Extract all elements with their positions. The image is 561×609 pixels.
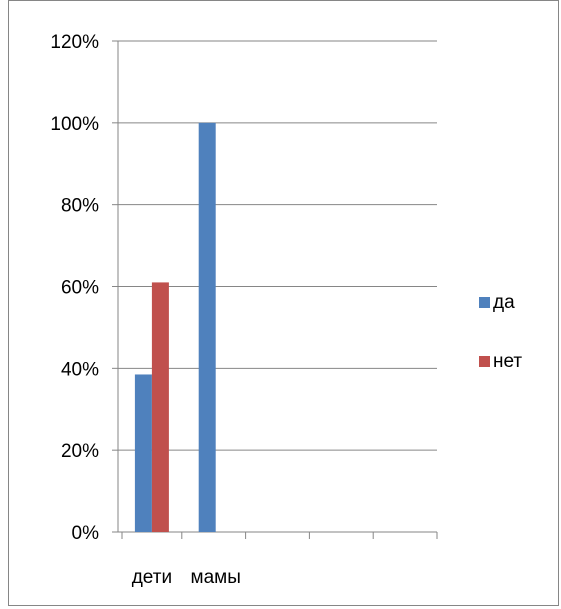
y-tick-label: 20% (61, 441, 99, 462)
legend-label: нет (493, 351, 522, 372)
y-tick-label: 60% (61, 278, 99, 299)
legend-swatch (479, 297, 490, 308)
chart-frame (8, 0, 559, 606)
bars (134, 122, 216, 532)
bar-series-1 (134, 374, 152, 532)
y-tick-label: 80% (61, 196, 99, 217)
axes (112, 40, 438, 539)
x-category-label: мамы (191, 567, 241, 588)
legend-label: да (493, 292, 515, 313)
tick-labels: 0% 20% 40% 60% 80% 100% 120% дети мамы (50, 32, 240, 588)
y-tick-label: 0% (72, 523, 100, 544)
y-tick-label: 120% (50, 32, 99, 53)
x-category-label: дети (132, 567, 172, 588)
y-tick-label: 40% (61, 359, 99, 380)
legend: да нет (479, 292, 522, 372)
gridlines (118, 40, 437, 451)
y-tick-label: 100% (50, 114, 99, 135)
legend-swatch (479, 356, 490, 367)
bar-series-2 (151, 282, 169, 532)
bar-series-1 (198, 122, 216, 532)
